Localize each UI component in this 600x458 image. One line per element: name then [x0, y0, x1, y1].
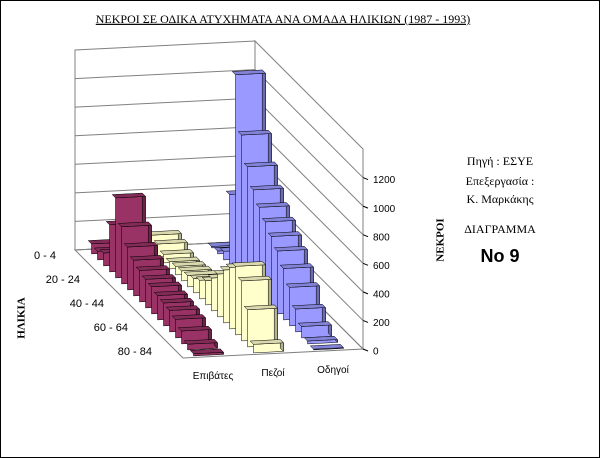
y-tick	[362, 319, 369, 323]
series-label: Επιβάτες	[193, 370, 234, 382]
bar-top	[189, 348, 225, 355]
bar-top	[231, 69, 267, 76]
bar-top	[117, 221, 153, 228]
bar-top	[279, 263, 315, 269]
bar-top	[183, 339, 219, 345]
bar-top	[261, 216, 297, 223]
bar-top	[285, 282, 321, 288]
y-tick	[362, 234, 369, 238]
annotation: Επεξεργασία :	[466, 174, 535, 188]
bar-top	[249, 184, 285, 191]
bar-top	[111, 192, 147, 199]
y-tick	[362, 291, 369, 295]
chart-title: ΝΕΚΡΟΙ ΣΕ ΟΔΙΚΑ ΑΤΥΧΗΜΑΤΑ ΑΝΑ ΟΜΑΔΑ ΗΛΙΚ…	[96, 12, 470, 26]
bar-top	[129, 255, 165, 261]
bar-top	[177, 325, 213, 332]
y-tick	[362, 205, 369, 209]
y-tick-label: 600	[373, 261, 390, 272]
bar-top	[243, 161, 279, 168]
bar-top	[243, 304, 279, 311]
series-label: Οδηγοί	[317, 364, 349, 376]
bar-top	[297, 321, 333, 327]
bar	[183, 338, 219, 351]
x-tick-label: 20 - 24	[46, 274, 80, 286]
bar-top	[165, 256, 201, 263]
x-tick-label: 0 - 4	[34, 250, 56, 262]
bar	[309, 343, 345, 351]
bar-front	[301, 324, 332, 339]
bar-top	[177, 265, 213, 272]
bar	[303, 335, 339, 345]
annotation: Πηγή : ΕΣΥΕ	[467, 154, 533, 168]
bar-top	[273, 245, 309, 252]
bar-top	[153, 238, 189, 245]
bar-top	[237, 275, 273, 282]
grid-line	[254, 69, 364, 178]
y-tick-label: 800	[373, 232, 390, 243]
grid-line	[74, 211, 256, 222]
bar	[297, 321, 333, 339]
bar-top	[309, 344, 345, 350]
bar-top	[249, 339, 285, 345]
x-tick-label: 80 - 84	[118, 346, 152, 358]
back-wall	[74, 40, 256, 251]
bar	[243, 304, 279, 348]
grid-line	[74, 126, 256, 137]
annotation: No 9	[480, 246, 519, 266]
grid-line	[74, 97, 256, 108]
bar-top	[153, 290, 189, 296]
series-label: Πεζοί	[261, 367, 285, 379]
y-axis-title: ΝΕΚΡΟΙ	[435, 218, 447, 261]
grid-line	[254, 97, 364, 207]
bar-top	[135, 265, 171, 271]
y-tick	[362, 348, 369, 352]
annotation: ΔΙΑΓΡΑΜΜΑ	[464, 222, 536, 236]
bar-top	[171, 314, 207, 320]
bar-top	[303, 335, 339, 342]
grid-line	[74, 154, 256, 165]
bar-top	[231, 261, 267, 267]
bar	[189, 348, 225, 357]
plot-area: 0 200 400 600 800 1000 1200 0 - 4 20 - 24 40 - 44…	[34, 39, 396, 382]
bar-top	[267, 231, 303, 237]
y-tick-label: 1000	[373, 204, 396, 215]
bar-top	[147, 281, 183, 288]
x-axis-title: ΗΛΙΚΙΑ	[16, 297, 28, 339]
y-tick-label: 400	[373, 289, 390, 300]
y-tick-label: 0	[373, 347, 379, 358]
y-tick	[362, 177, 369, 181]
bar	[249, 338, 285, 354]
y-tick-label: 1200	[373, 175, 396, 186]
bar-top	[237, 129, 273, 136]
bar-top	[123, 241, 159, 248]
x-tick-label: 60 - 64	[94, 322, 128, 334]
annotation: Κ. Μαρκάκης	[467, 192, 534, 206]
y-tick	[362, 262, 369, 266]
bar-top	[291, 303, 327, 310]
bar-top	[141, 274, 177, 280]
x-tick-label: 40 - 44	[70, 298, 104, 310]
bar-top	[165, 305, 201, 311]
bar-side	[273, 304, 278, 347]
y-tick-label: 200	[373, 318, 390, 329]
bar-top	[255, 202, 291, 208]
bar-top	[159, 297, 195, 304]
bar-top	[171, 261, 207, 267]
bar-top	[159, 249, 195, 255]
grid-line	[254, 126, 364, 236]
grid-line	[74, 69, 256, 80]
grid-line	[74, 183, 256, 194]
